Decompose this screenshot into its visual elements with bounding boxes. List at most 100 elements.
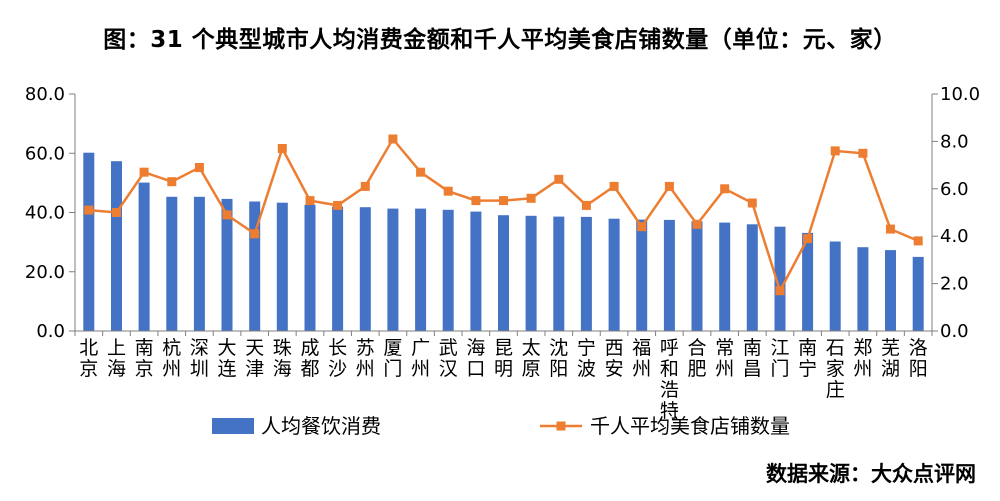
line-point-26 (803, 234, 813, 244)
line-point-13 (443, 186, 453, 196)
category-label: 芜湖 (881, 337, 900, 380)
category-label: 北京 (79, 337, 98, 380)
category-label: 成都 (300, 337, 319, 380)
y-left-tick-label: 60.0 (25, 143, 65, 164)
category-label: 杭州 (162, 337, 181, 380)
y-right-tick-label: 10.0 (940, 84, 980, 105)
y-right-tick-label: 4.0 (940, 226, 969, 247)
category-label: 沈阳 (549, 337, 568, 380)
bar-11 (387, 208, 399, 331)
bar-15 (498, 215, 509, 331)
legend-item-line: 千人平均美食店铺数量 (540, 414, 790, 438)
category-label: 上海 (107, 337, 126, 380)
bar-27 (829, 241, 841, 331)
bar-30 (912, 256, 924, 331)
line-point-8 (305, 196, 315, 206)
line-point-18 (581, 200, 591, 210)
line-point-23 (720, 184, 730, 194)
bar-1 (111, 161, 122, 331)
source-note: 数据来源：大众点评网 (766, 462, 976, 486)
category-label: 南京 (135, 337, 154, 380)
line-point-10 (360, 181, 370, 191)
line-point-14 (471, 196, 481, 206)
category-label: 昆明 (494, 337, 513, 380)
bar-10 (359, 207, 371, 331)
axes: 0.0 20.0 40.0 60.0 80.0 0.0 2.0 4.0 6.0 8.0 10.0 (25, 84, 980, 342)
legend-swatch-marker (556, 421, 566, 431)
category-label: 珠海 (273, 337, 292, 380)
category-label: 太原 (522, 337, 541, 380)
bar-14 (470, 211, 482, 331)
bar-8 (304, 204, 316, 331)
y-right-tick-label: 2.0 (940, 274, 969, 295)
legend-label-bar: 人均餐饮消费 (261, 414, 381, 438)
bar-22 (691, 221, 703, 331)
category-label: 南昌 (743, 337, 762, 380)
category-label: 南宁 (798, 337, 817, 380)
bar-12 (415, 208, 427, 331)
line-point-2 (139, 167, 149, 177)
line-point-12 (416, 167, 426, 177)
y-right-tick-label: 6.0 (940, 179, 969, 200)
y-left-tick-label: 40.0 (25, 203, 65, 224)
line-point-29 (886, 224, 895, 234)
line-point-7 (277, 144, 287, 153)
bar-5 (221, 198, 233, 331)
bar-17 (553, 216, 565, 331)
line-point-11 (388, 134, 398, 144)
category-label: 福州 (632, 337, 651, 380)
category-label: 海口 (466, 337, 485, 380)
bar-13 (442, 209, 454, 331)
bar-25 (774, 226, 786, 331)
line-point-25 (775, 286, 785, 296)
line-point-19 (609, 181, 619, 191)
line-point-4 (194, 163, 204, 172)
legend-label-line: 千人平均美食店铺数量 (590, 414, 790, 438)
category-label: 江门 (770, 337, 789, 380)
y-left-tick-label: 80.0 (25, 84, 65, 105)
line-point-30 (913, 236, 923, 246)
category-labels: 北京上海南京杭州深圳大连天津珠海成都长沙苏州厦门广州武汉海口昆明太原沈阳宁波西安… (79, 337, 927, 422)
y-right-tick-label: 8.0 (940, 131, 969, 152)
line-point-3 (167, 177, 177, 187)
bar-7 (276, 202, 288, 331)
category-label: 石家庄 (826, 337, 845, 401)
category-label: 常州 (715, 337, 734, 380)
category-label: 深圳 (190, 337, 209, 380)
legend-swatch-bar (212, 418, 254, 434)
line-point-16 (526, 193, 536, 203)
line-point-17 (554, 174, 564, 184)
line-point-27 (830, 146, 840, 156)
bar-16 (525, 215, 537, 331)
bar-23 (719, 222, 731, 331)
y-left-tick-label: 20.0 (25, 262, 65, 283)
category-label: 武汉 (439, 337, 458, 380)
line-point-5 (222, 210, 232, 220)
bar-2 (138, 182, 150, 331)
line-point-21 (664, 181, 674, 191)
category-label: 苏州 (356, 337, 375, 380)
category-label: 合肥 (687, 337, 706, 380)
line-point-1 (112, 208, 121, 217)
category-label: 天津 (245, 337, 264, 380)
y-left-tick-label: 0.0 (36, 321, 65, 342)
line-point-0 (84, 205, 94, 215)
category-label: 广州 (411, 337, 430, 380)
bar-4 (193, 196, 205, 331)
bar-3 (166, 196, 178, 331)
bar-series (83, 152, 924, 331)
bar-19 (608, 218, 620, 331)
line-point-20 (637, 222, 647, 232)
bar-21 (663, 219, 675, 331)
category-label: 洛阳 (909, 337, 928, 380)
bar-24 (746, 224, 758, 331)
chart-title: 图：31 个典型城市人均消费金额和千人平均美食店铺数量（单位：元、家） (103, 27, 897, 53)
category-label: 呼和浩特 (660, 337, 679, 422)
category-label: 厦门 (383, 337, 402, 380)
y-right-tick-label: 0.0 (940, 321, 969, 342)
bar-26 (802, 232, 814, 331)
line-series (84, 134, 923, 296)
category-label: 郑州 (853, 337, 872, 380)
line-point-24 (747, 198, 757, 208)
